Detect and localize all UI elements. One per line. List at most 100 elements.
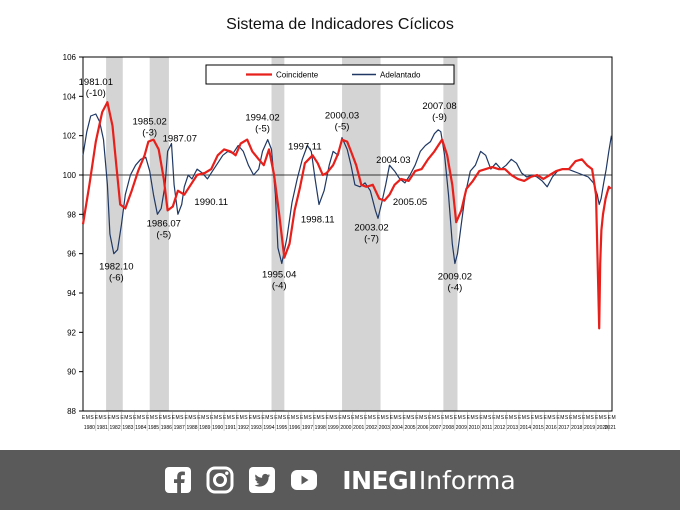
x-month-label: S [488,415,492,421]
x-month-label: M [586,415,590,421]
x-month-label: M [509,415,513,421]
x-month-label: S [206,415,210,421]
x-month-label: M [342,415,346,421]
x-month-label: E [454,415,458,421]
y-tick-label: 94 [67,289,76,298]
x-month-label: M [278,415,282,421]
x-year-label: 1981 [97,425,108,431]
x-month-label: M [150,415,154,421]
y-tick-label: 106 [63,53,77,62]
x-year-label: 1995 [276,425,287,431]
x-year-label: 2019 [584,425,595,431]
x-year-label: 2017 [558,425,569,431]
facebook-icon[interactable] [164,466,192,494]
x-month-label: S [501,415,505,421]
x-year-label: 2013 [507,425,518,431]
annotation-lag: (-9) [432,112,447,123]
annotation-date: 1990.11 [194,197,228,208]
twitter-icon[interactable] [248,466,276,494]
x-month-label: E [518,415,522,421]
annotation-date: 2005.05 [393,197,427,208]
x-month-label: E [377,415,381,421]
x-month-label: E [300,415,304,421]
x-month-label: E [133,415,137,421]
x-year-label: 1985 [148,425,159,431]
series-lines [81,101,612,330]
x-month-label: E [146,415,150,421]
inegi-informa-logo: INEGI Informa [342,466,515,495]
x-year-label: 2014 [520,425,531,431]
x-month-label: M [573,415,577,421]
youtube-icon[interactable] [290,466,318,494]
annotation-date: 1986.07 [147,218,181,229]
x-month-label: M [304,415,308,421]
x-month-label: M [111,415,115,421]
x-month-label: E [210,415,214,421]
x-month-label: E [608,415,612,421]
x-month-label: S [411,415,415,421]
x-year-label: 2020 [597,425,608,431]
x-month-label: S [308,415,312,421]
x-month-label: E [197,415,201,421]
x-year-label: 1983 [122,425,133,431]
x-month-label: S [155,415,159,421]
x-month-label: E [338,415,342,421]
x-year-label: 2003 [379,425,390,431]
x-month-label: S [283,415,287,421]
recession-band [342,57,381,411]
x-month-label: M [175,415,179,421]
y-tick-label: 96 [67,250,76,259]
y-tick-label: 104 [63,92,77,101]
x-month-label: S [398,415,402,421]
x-year-label: 1982 [109,425,120,431]
instagram-icon[interactable] [206,466,234,494]
x-year-label: 2015 [533,425,544,431]
x-month-label: M [137,415,141,421]
x-month-label: M [445,415,449,421]
x-year-label: 2011 [482,425,493,431]
legend-box [205,64,455,85]
x-month-label: E [95,415,99,421]
x-year-label: 1993 [251,425,262,431]
footer-bar: INEGI Informa [0,450,680,510]
x-month-label: M [317,415,321,421]
x-year-label: 1986 [161,425,172,431]
x-month-label: E [108,415,112,421]
x-month-label: M [406,415,410,421]
x-year-label: 1980 [84,425,95,431]
annotation-date: 1985.02 [133,117,167,128]
x-month-label: M [201,415,205,421]
x-month-label: M [86,415,90,421]
annotation-date: 1981.01 [79,77,113,88]
x-month-label: E [595,415,599,421]
x-month-label: M [394,415,398,421]
legend-label-coincidente: Coincidente [276,71,319,80]
x-month-label: M [419,415,423,421]
x-month-label: S [129,415,133,421]
x-month-label: E [351,415,355,421]
annotation-lag: (-4) [448,283,463,294]
x-year-label: 2012 [494,425,505,431]
x-year-label: 2006 [417,425,428,431]
x-month-label: E [467,415,471,421]
annotation-lag: (-10) [86,88,106,99]
recession-band [271,57,285,411]
x-month-label: S [514,415,518,421]
x-month-label: S [244,415,248,421]
x-month-label: S [193,415,197,421]
x-month-label: M [188,415,192,421]
y-tick-label: 98 [67,210,76,219]
x-month-label: E [287,415,291,421]
recession-band [443,57,458,411]
annotation-date: 1995.04 [262,270,296,281]
brand-light: Informa [418,465,516,495]
x-month-label: S [552,415,556,421]
annotation-lag: (-3) [142,128,157,139]
x-month-label: S [257,415,261,421]
x-year-label: 1988 [186,425,197,431]
annotation-lag: (-5) [255,124,270,135]
x-month-label: S [539,415,543,421]
x-month-label: S [321,415,325,421]
